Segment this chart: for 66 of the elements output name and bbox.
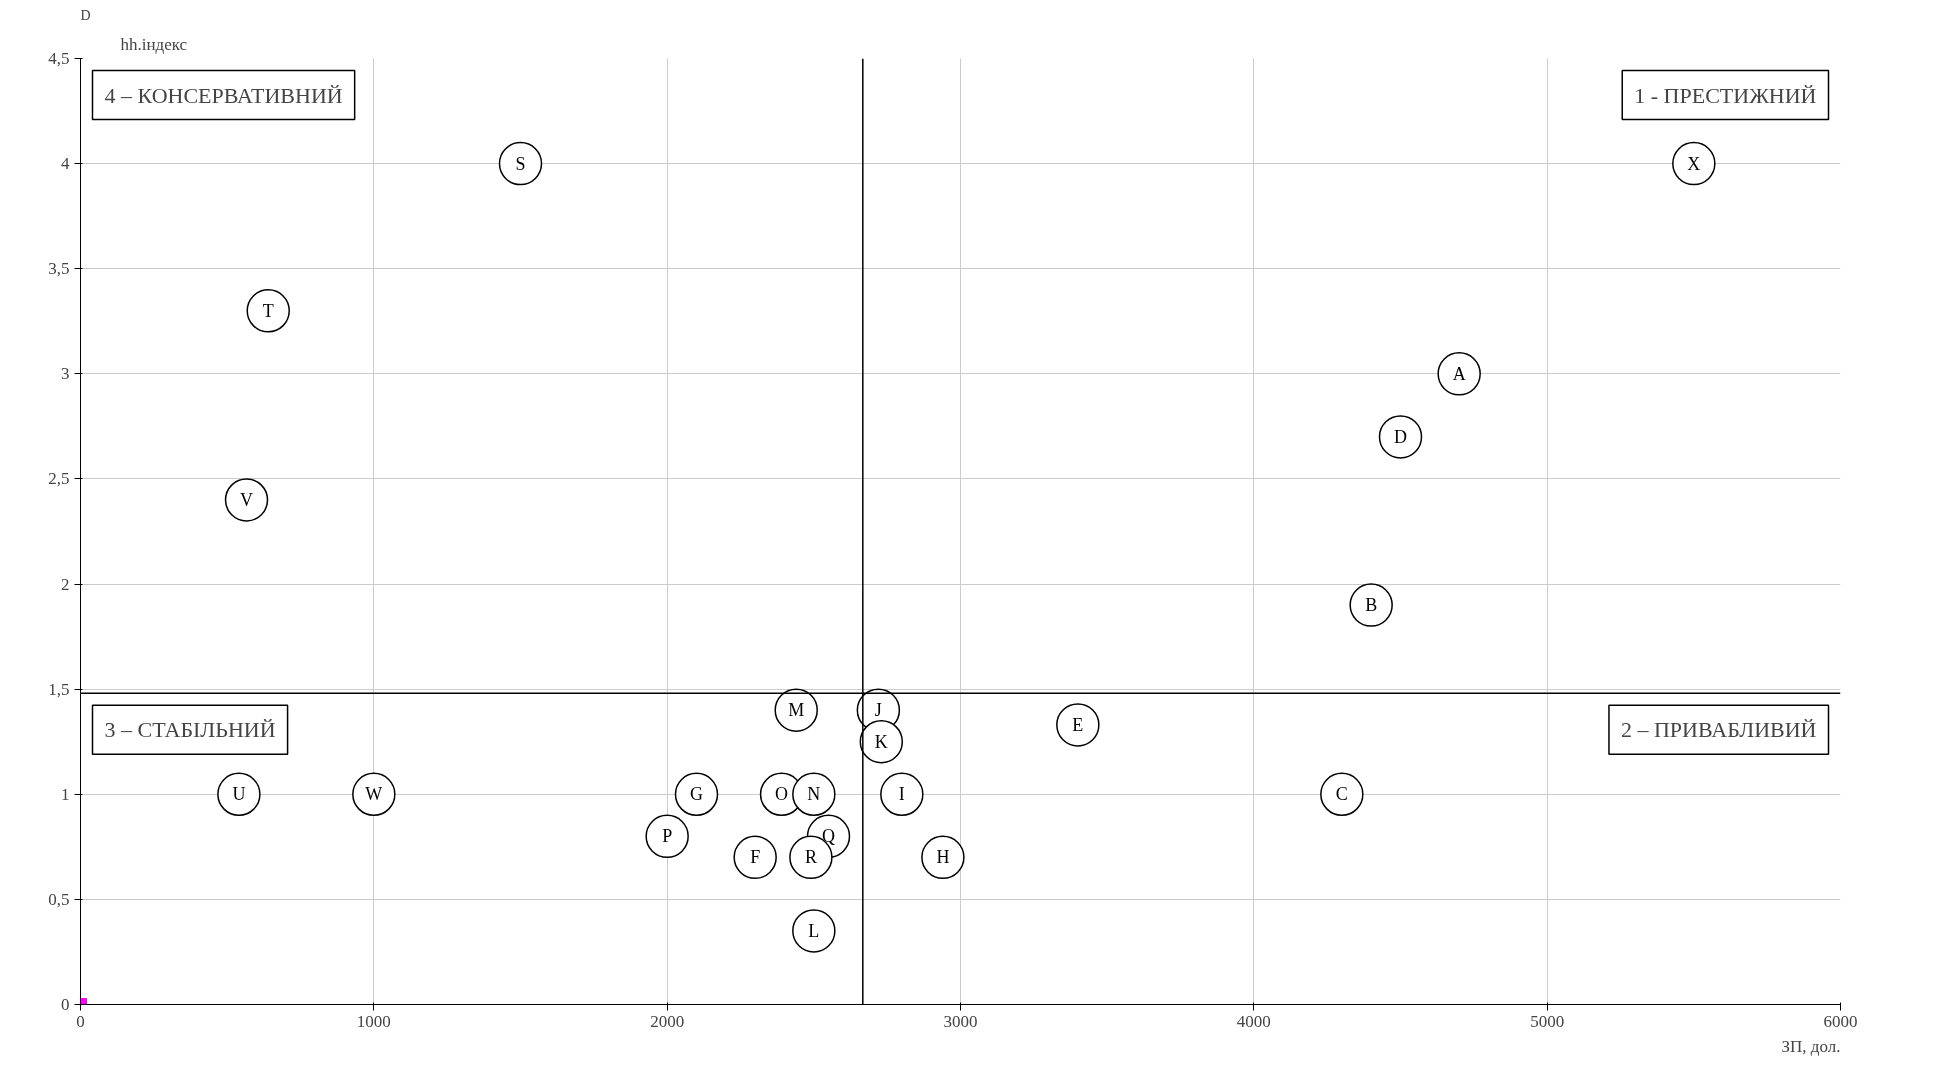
data-label: I [898,784,905,805]
data-label: K [874,731,888,752]
point [859,720,904,764]
point [1437,352,1481,396]
point [498,141,543,186]
point [246,289,290,333]
point [1349,583,1393,627]
y-tick-label: 2,5 [48,469,70,489]
point [645,814,689,859]
y-tick-label: 4 [61,154,70,174]
data-label: R [804,847,817,868]
data-label: A [1452,363,1466,384]
data-label: T [262,300,274,321]
annotation: 4 – КОНСЕРВАТИВНИЙ [104,82,343,108]
data-label: H [936,847,950,868]
data-label: V [240,489,254,510]
data-label: L [808,920,820,941]
point [674,772,719,816]
annotation: 2 – ПРИВАБЛИВИЙ [1620,717,1817,743]
data-label: C [1335,784,1348,805]
point [733,835,777,880]
data-label: J [874,700,882,721]
y-tick-label: 4,5 [48,49,70,68]
data-label: O [775,784,789,805]
data-label: E [1072,714,1084,735]
data-label: G [690,784,703,805]
annotation: 1 - ПРЕСТИЖНИЙ [1634,82,1817,108]
data-label: W [365,784,383,805]
data-label: F [750,847,761,868]
x-tick-label: 1000 [356,1011,391,1031]
y-tick-label: 1 [61,784,70,804]
point [792,772,836,816]
point [1672,141,1716,186]
annotation: 3 – СТАБІЛЬНИЙ [104,717,276,743]
point [792,909,836,953]
y-axis-title: hh.індекс [120,34,188,54]
data-label: Q [822,826,835,847]
point [217,772,261,816]
point [1320,772,1364,816]
y-tick-label: 0 [61,995,70,1014]
y-tick-label: 1,5 [48,679,70,699]
y-tick-label: 3,5 [48,259,70,279]
point [1378,415,1423,459]
data-label: U [232,784,246,805]
x-tick-label: 2000 [650,1011,685,1031]
point [224,478,269,522]
x-tick-label: 4000 [1236,1011,1271,1031]
x-tick-label: 0 [76,1011,85,1031]
data-label: P [662,826,673,847]
text: D [80,7,91,23]
data-label: N [807,784,821,805]
x-tick-label: 3000 [943,1011,978,1031]
data-label: M [788,700,805,721]
y-tick-label: 2 [61,574,70,594]
data-label: D [1394,426,1407,447]
y-tick-label: 0,5 [48,889,70,909]
point [1056,703,1100,747]
x-axis-title: ЗП, дол. [1781,1036,1841,1056]
data-label: S [515,153,526,174]
point [921,835,965,880]
x-tick-label: 5000 [1530,1011,1565,1031]
data-label: X [1687,153,1701,174]
data-label: B [1365,595,1378,616]
point [880,772,924,816]
x-tick-label: 6000 [1823,1011,1858,1031]
y-tick-label: 3 [61,364,70,384]
